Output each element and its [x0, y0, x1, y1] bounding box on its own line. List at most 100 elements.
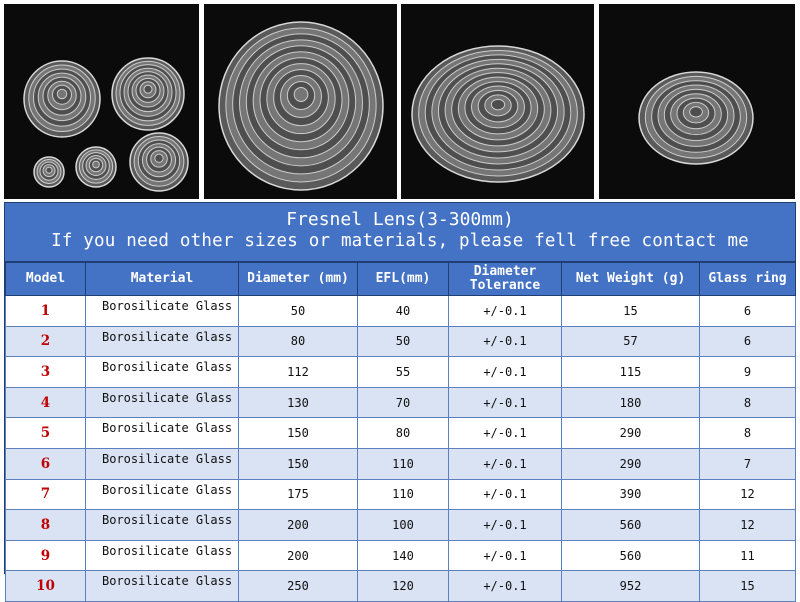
weight-cell: 15 [561, 295, 700, 327]
efl-cell: 55 [357, 356, 449, 388]
diameter-cell: 130 [238, 386, 358, 419]
model-cell: 9 [5, 539, 86, 572]
glass-ring-cell: 6 [699, 325, 796, 358]
table-row: 10 Borosilicate Glass 250 120 +/-0.1 952 15 [5, 570, 796, 602]
lens-shape [129, 132, 189, 192]
material-cell: Borosilicate Glass [85, 356, 239, 388]
spec-subtitle: If you need other sizes or materials, pl… [51, 231, 749, 251]
efl-cell: 100 [357, 509, 449, 541]
material-cell: Borosilicate Glass [85, 539, 239, 572]
table-row: 3 Borosilicate Glass 112 55 +/-0.1 115 9 [5, 356, 796, 388]
lens-shape [111, 57, 185, 131]
lens-shape [75, 146, 117, 188]
weight-cell: 115 [561, 356, 700, 388]
diameter-cell: 200 [238, 539, 358, 572]
five-fresnel-lenses-photo [4, 4, 199, 199]
header-glass-ring: Glass ring [699, 262, 796, 296]
tolerance-cell: +/-0.1 [448, 417, 562, 449]
material-cell: Borosilicate Glass [85, 478, 239, 511]
efl-cell: 140 [357, 539, 449, 572]
glass-ring-cell: 9 [699, 356, 796, 388]
efl-cell: 110 [357, 447, 449, 480]
diameter-cell: 200 [238, 509, 358, 541]
diameter-cell: 112 [238, 356, 358, 388]
tolerance-cell: +/-0.1 [448, 325, 562, 358]
model-cell: 3 [5, 356, 86, 388]
photo-strip [0, 0, 800, 200]
weight-cell: 290 [561, 447, 700, 480]
lens-shape [218, 21, 384, 191]
glass-ring-cell: 12 [699, 509, 796, 541]
diameter-cell: 150 [238, 417, 358, 449]
glass-ring-cell: 12 [699, 478, 796, 511]
material-cell: Borosilicate Glass [85, 570, 239, 602]
model-cell: 8 [5, 509, 86, 541]
model-cell: 4 [5, 386, 86, 419]
efl-cell: 120 [357, 570, 449, 602]
diameter-cell: 50 [238, 295, 358, 327]
glass-ring-cell: 6 [699, 295, 796, 327]
model-cell: 1 [5, 295, 86, 327]
model-cell: 6 [5, 447, 86, 480]
table-row: 1 Borosilicate Glass 50 40 +/-0.1 15 6 [5, 295, 796, 327]
efl-cell: 80 [357, 417, 449, 449]
glass-ring-cell: 7 [699, 447, 796, 480]
model-cell: 10 [5, 570, 86, 602]
glass-ring-cell: 11 [699, 539, 796, 572]
model-cell: 2 [5, 325, 86, 358]
weight-cell: 390 [561, 478, 700, 511]
lens-shape [411, 45, 585, 183]
material-cell: Borosilicate Glass [85, 417, 239, 449]
table-row: 4 Borosilicate Glass 130 70 +/-0.1 180 8 [5, 386, 796, 419]
tolerance-cell: +/-0.1 [448, 570, 562, 602]
header-model: Model [5, 262, 86, 296]
spec-table: Model Material Diameter (mm) EFL(mm) Dia… [5, 262, 796, 602]
single-fresnel-lens-front-photo [204, 4, 397, 199]
material-cell: Borosilicate Glass [85, 386, 239, 419]
diameter-cell: 150 [238, 447, 358, 480]
material-cell: Borosilicate Glass [85, 509, 239, 541]
weight-cell: 560 [561, 539, 700, 572]
model-cell: 5 [5, 417, 86, 449]
glass-ring-cell: 8 [699, 417, 796, 449]
tolerance-cell: +/-0.1 [448, 295, 562, 327]
table-row: 7 Borosilicate Glass 175 110 +/-0.1 390 12 [5, 478, 796, 511]
table-row: 9 Borosilicate Glass 200 140 +/-0.1 560 11 [5, 539, 796, 572]
model-cell: 7 [5, 478, 86, 511]
weight-cell: 290 [561, 417, 700, 449]
spec-banner: Fresnel Lens(3-300mm) If you need other … [5, 203, 795, 262]
small-fresnel-lens-photo [599, 4, 795, 199]
efl-cell: 110 [357, 478, 449, 511]
header-net-weight: Net Weight (g) [561, 262, 700, 296]
weight-cell: 180 [561, 386, 700, 419]
diameter-cell: 250 [238, 570, 358, 602]
material-cell: Borosilicate Glass [85, 447, 239, 480]
table-row: 8 Borosilicate Glass 200 100 +/-0.1 560 12 [5, 509, 796, 541]
weight-cell: 952 [561, 570, 700, 602]
spec-sheet: Fresnel Lens(3-300mm) If you need other … [4, 202, 796, 602]
tolerance-cell: +/-0.1 [448, 539, 562, 572]
table-header-row: Model Material Diameter (mm) EFL(mm) Dia… [5, 262, 796, 296]
header-diameter: Diameter (mm) [238, 262, 358, 296]
efl-cell: 40 [357, 295, 449, 327]
glass-ring-cell: 8 [699, 386, 796, 419]
material-cell: Borosilicate Glass [85, 325, 239, 358]
lens-shape [33, 156, 65, 188]
header-material: Material [85, 262, 239, 296]
weight-cell: 560 [561, 509, 700, 541]
table-row: 6 Borosilicate Glass 150 110 +/-0.1 290 7 [5, 447, 796, 480]
tolerance-cell: +/-0.1 [448, 386, 562, 419]
tolerance-cell: +/-0.1 [448, 356, 562, 388]
tolerance-cell: +/-0.1 [448, 478, 562, 511]
tolerance-cell: +/-0.1 [448, 447, 562, 480]
diameter-cell: 175 [238, 478, 358, 511]
lens-shape [23, 60, 101, 138]
efl-cell: 70 [357, 386, 449, 419]
spec-title: Fresnel Lens(3-300mm) [286, 209, 514, 230]
tolerance-cell: +/-0.1 [448, 509, 562, 541]
efl-cell: 50 [357, 325, 449, 358]
table-row: 2 Borosilicate Glass 80 50 +/-0.1 57 6 [5, 325, 796, 358]
material-cell: Borosilicate Glass [85, 295, 239, 327]
header-diameter-tolerance: Diameter Tolerance [448, 262, 562, 296]
diameter-cell: 80 [238, 325, 358, 358]
